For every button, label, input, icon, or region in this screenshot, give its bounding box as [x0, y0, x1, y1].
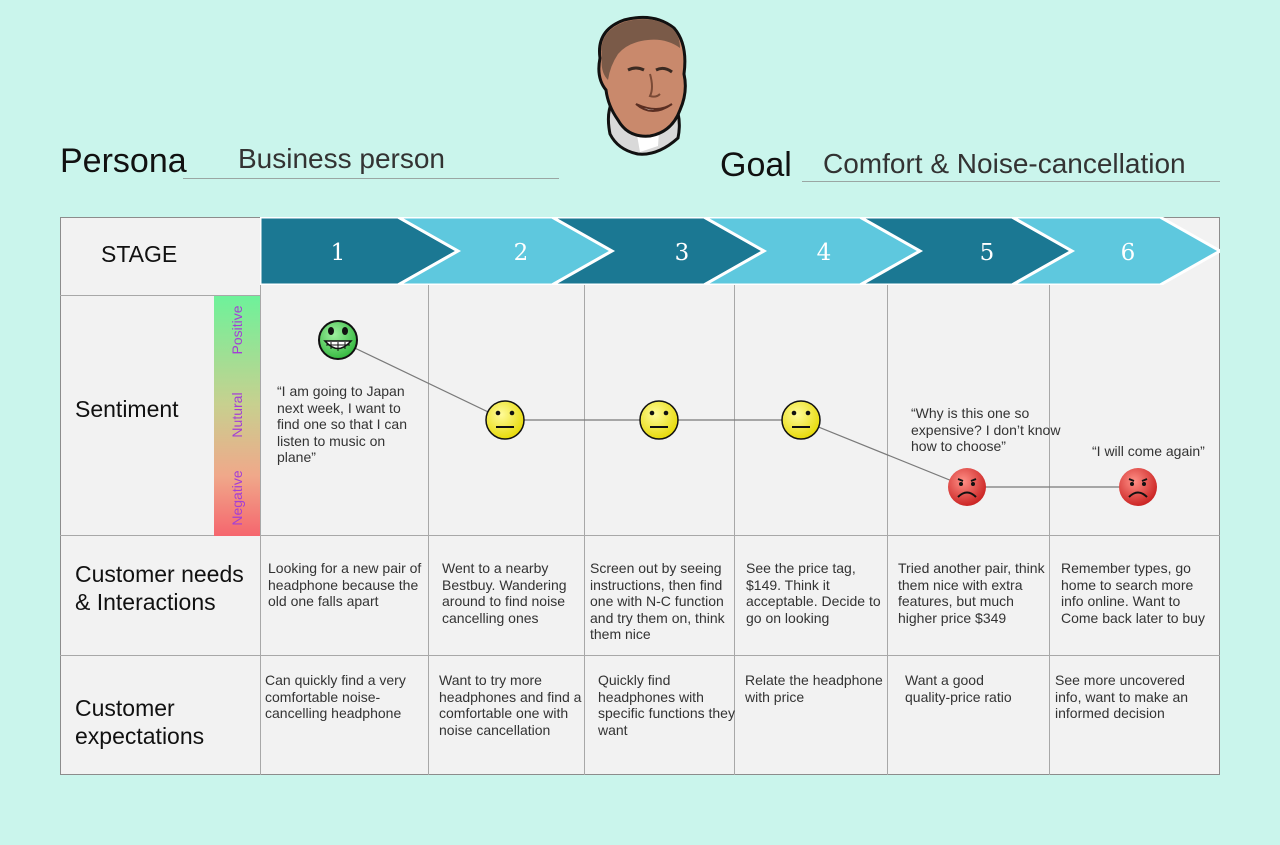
stage-chevron-6	[1008, 217, 1220, 285]
needs-cell-3: Screen out by seeing instructions, then …	[590, 560, 725, 642]
expectations-cell-5: Want a good quality-price ratio	[905, 672, 1012, 705]
scale-negative-label: Negative	[229, 470, 245, 526]
goal-value[interactable]: Comfort & Noise-cancellation	[823, 148, 1186, 179]
stage-number-5: 5	[980, 240, 995, 266]
persona-value[interactable]: Business person	[238, 143, 446, 174]
column-divider	[428, 284, 429, 775]
stage-number-6: 6	[1121, 240, 1136, 266]
needs-cell-1: Looking for a new pair of headphone beca…	[268, 560, 422, 609]
sentiment-label: Sentiment	[75, 396, 179, 422]
persona-avatar	[597, 15, 687, 156]
scale-positive-label: Positive	[229, 305, 245, 355]
sentiment-quote-5: “Why is this one so expensive? I don’t k…	[911, 405, 1061, 454]
expectations-label: Customer expectations	[75, 695, 205, 749]
goal-label: Goal	[720, 146, 792, 184]
expectations-cell-1: Can quickly find a very comfortable nois…	[265, 672, 406, 721]
sentiment-quote-1: “I am going to Japan next week, I want t…	[277, 383, 407, 465]
stage-number-2: 2	[514, 240, 529, 266]
goal-underline	[802, 181, 1220, 182]
persona-label: Persona	[60, 142, 187, 180]
column-divider	[584, 284, 585, 775]
needs-cell-4: See the price tag, $149. Think it accept…	[746, 560, 881, 626]
row-divider	[60, 535, 1220, 536]
column-divider	[1049, 284, 1050, 775]
stage-chevrons: 1 2 3 4 5 6	[260, 217, 1220, 285]
expectations-cell-4: Relate the headphone with price	[745, 672, 883, 705]
expectations-cell-6: See more uncovered info, want to make an…	[1055, 672, 1189, 721]
column-divider	[734, 284, 735, 775]
stage-label: STAGE	[101, 241, 178, 267]
stage-number-3: 3	[675, 240, 690, 266]
expectations-cell-3: Quickly find headphones with specific fu…	[598, 672, 735, 738]
stage-chevron-2	[394, 217, 616, 285]
stage-chevron-5	[856, 217, 1076, 285]
needs-cell-2: Went to a nearby Bestbuy. Wandering arou…	[442, 560, 567, 626]
sentiment-scale-bar	[214, 296, 260, 536]
persona-underline	[183, 178, 559, 179]
scale-neutral-label: Nutural	[229, 392, 245, 438]
needs-label: Customer needs & Interactions	[75, 561, 244, 615]
expectations-cell-2: Want to try more headphones and find a c…	[439, 672, 582, 738]
stage-number-1: 1	[331, 240, 346, 266]
row-divider	[60, 295, 260, 296]
needs-cell-5: Tried another pair, think them nice with…	[898, 560, 1045, 626]
row-divider	[60, 655, 1220, 656]
needs-cell-6: Remember types, go home to search more i…	[1061, 560, 1205, 626]
column-divider	[887, 284, 888, 775]
stage-number-4: 4	[817, 240, 832, 266]
stage-chevron-3	[548, 217, 768, 285]
sentiment-quote-6: “I will come again”	[1092, 443, 1205, 459]
stage-chevron-4	[700, 217, 924, 285]
column-divider	[260, 284, 261, 775]
